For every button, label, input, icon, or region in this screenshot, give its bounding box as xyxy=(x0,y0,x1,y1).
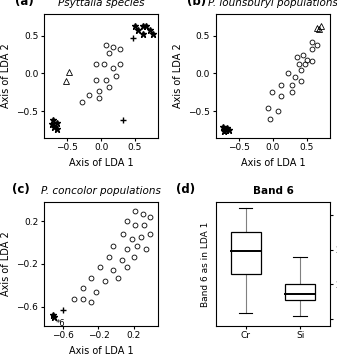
Bar xyxy=(231,232,261,274)
Title: P. lounsburyi populations: P. lounsburyi populations xyxy=(208,0,337,8)
Y-axis label: Band 6 as in LDA 1: Band 6 as in LDA 1 xyxy=(201,221,210,307)
Bar xyxy=(285,284,315,300)
Text: (a): (a) xyxy=(15,0,34,8)
Text: *6: *6 xyxy=(56,319,66,328)
Y-axis label: Axis of LDA 2: Axis of LDA 2 xyxy=(1,44,11,108)
Title: P. concolor populations: P. concolor populations xyxy=(41,186,161,196)
Y-axis label: Axis of LDA 2: Axis of LDA 2 xyxy=(1,232,11,296)
Y-axis label: Axis of LDA 2: Axis of LDA 2 xyxy=(173,44,183,108)
X-axis label: Axis of LDA 1: Axis of LDA 1 xyxy=(241,158,305,168)
Title: Psyttalia species: Psyttalia species xyxy=(58,0,144,8)
X-axis label: Axis of LDA 1: Axis of LDA 1 xyxy=(69,158,133,168)
Text: (d): (d) xyxy=(176,183,195,196)
Title: Band 6: Band 6 xyxy=(252,186,294,196)
Text: (b): (b) xyxy=(187,0,206,8)
Text: (c): (c) xyxy=(12,183,29,196)
X-axis label: Axis of LDA 1: Axis of LDA 1 xyxy=(69,346,133,356)
